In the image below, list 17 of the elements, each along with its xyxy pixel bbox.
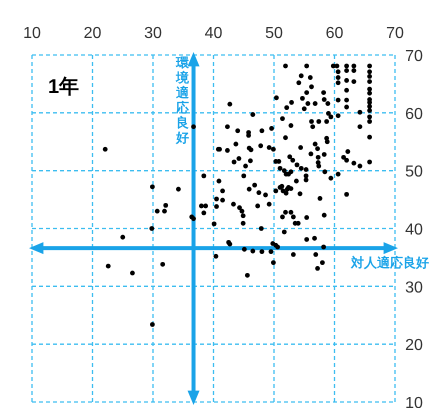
ref-line-label: 対人適応良好 xyxy=(350,255,429,270)
y-tick-label: 30 xyxy=(405,279,423,296)
x-tick-label: 60 xyxy=(326,25,344,42)
y-tick-label: 60 xyxy=(405,106,423,123)
x-tick-label: 70 xyxy=(386,25,404,42)
y-tick-label: 20 xyxy=(405,337,423,354)
x-tick-label: 50 xyxy=(265,25,283,42)
x-tick-label: 30 xyxy=(144,25,162,42)
y-tick-label: 10 xyxy=(405,395,423,408)
x-tick-label: 20 xyxy=(84,25,102,42)
ref-line-label: 環境適応良好 xyxy=(175,55,190,145)
y-tick-label: 50 xyxy=(405,164,423,181)
y-tick-label: 70 xyxy=(405,48,423,65)
text: 1年 xyxy=(48,76,80,98)
x-tick-label: 40 xyxy=(204,25,222,42)
x-tick-label: 10 xyxy=(23,25,41,42)
y-tick-label: 40 xyxy=(405,222,423,238)
